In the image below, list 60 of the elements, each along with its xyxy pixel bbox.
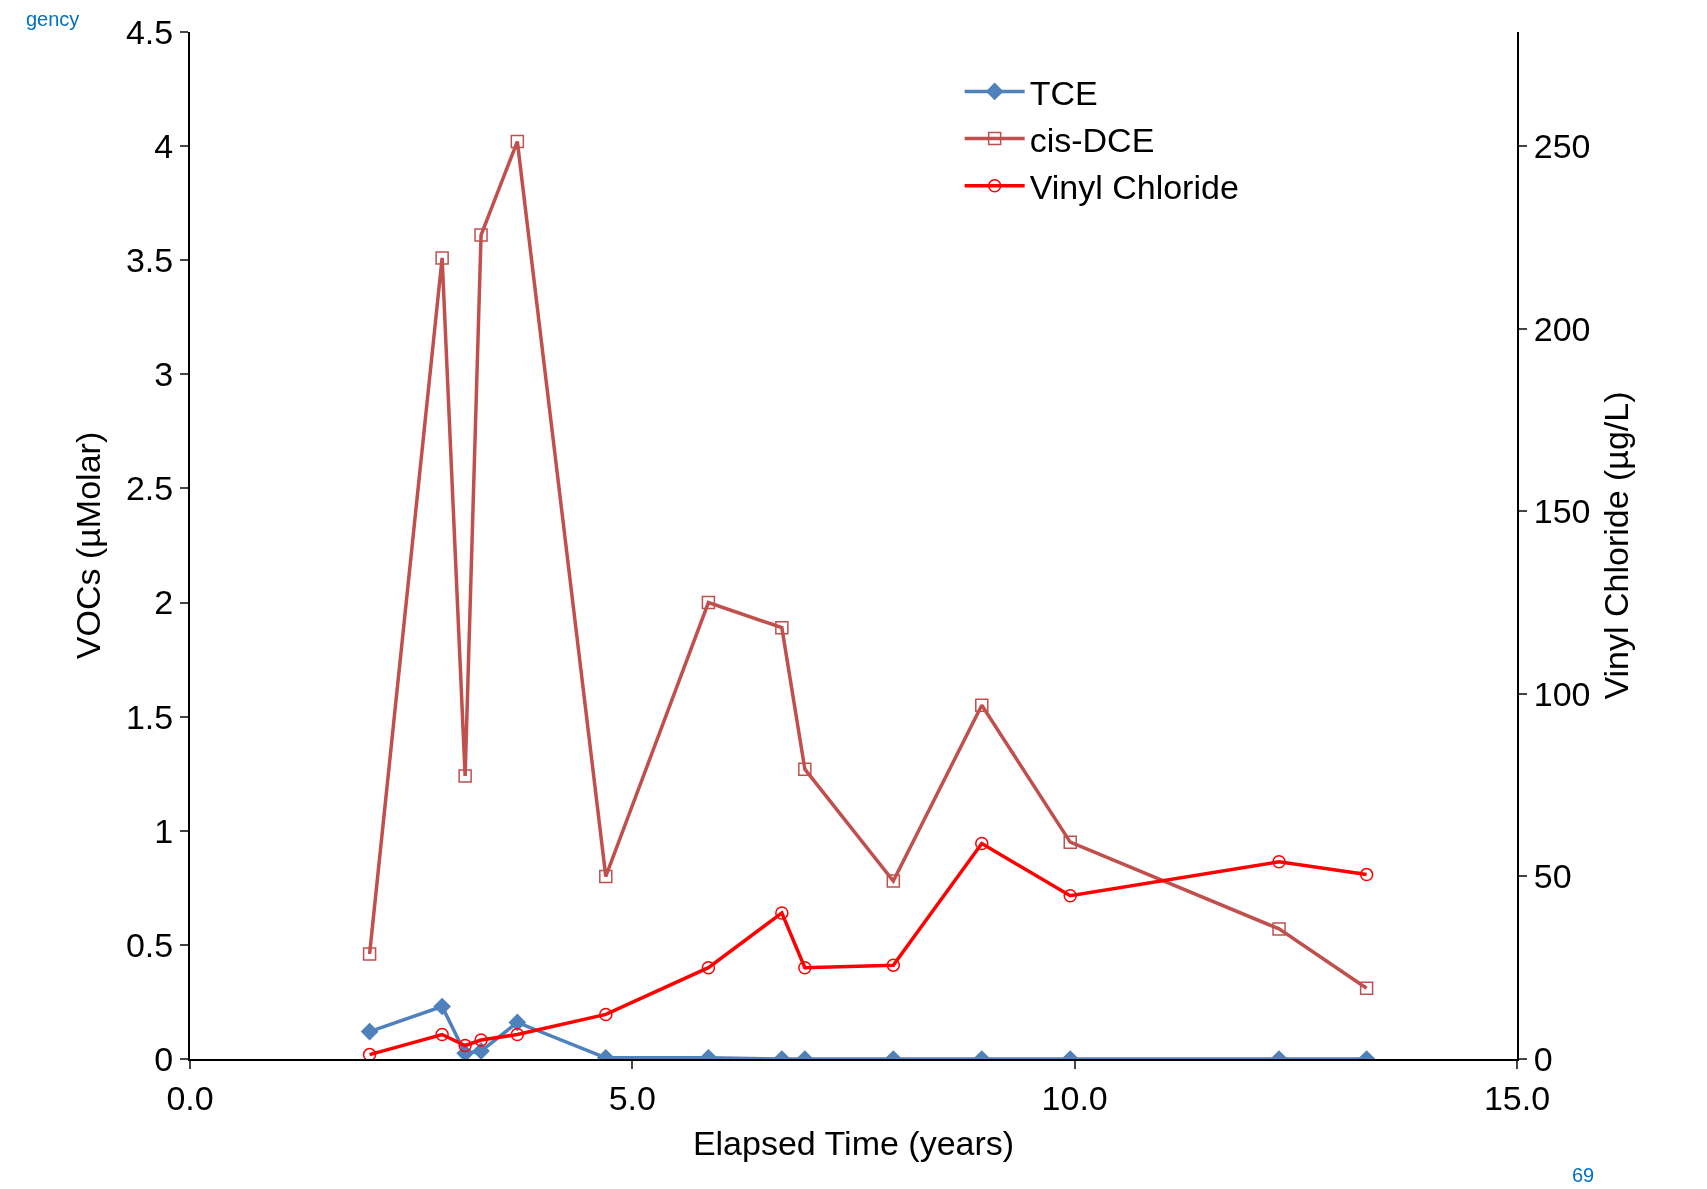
point (1272, 922, 1286, 936)
y-tick-label: 3.5 (125, 241, 174, 280)
y-tick-label: 3 (154, 355, 174, 394)
y-tick-label: 1.5 (125, 697, 174, 736)
point (510, 134, 525, 149)
point (975, 836, 989, 851)
point (701, 960, 716, 975)
legend-label: Vinyl Chloride (1029, 168, 1239, 207)
x-axis-title: Elapsed Time (years) (692, 1123, 1015, 1162)
y2-axis-title: Vinyl Chloride (µg/L) (1597, 391, 1636, 700)
y-axis-title: VOCs (µMolar) (69, 431, 108, 660)
point (975, 698, 989, 713)
point (599, 1007, 613, 1022)
point (1063, 835, 1077, 849)
point (886, 874, 901, 888)
y-tick-label: 0 (154, 1039, 174, 1078)
point (701, 595, 716, 610)
point (510, 1027, 525, 1042)
y-tick-label: 2.5 (125, 469, 174, 508)
point (1359, 867, 1374, 882)
y-tick-label: 4.5 (125, 12, 174, 51)
point (435, 251, 449, 265)
x-tick-label: 0.0 (166, 1078, 214, 1117)
point (1063, 889, 1077, 903)
point (775, 620, 789, 635)
point (798, 960, 812, 975)
y-tick-label: 0.5 (125, 925, 174, 964)
point (474, 1033, 488, 1047)
legend-label: cis-DCE (1029, 120, 1155, 159)
point (458, 1038, 472, 1053)
point (435, 1027, 449, 1042)
point (472, 1042, 490, 1059)
y2-tick-label: 250 (1533, 127, 1591, 166)
y-tick-label: 2 (154, 583, 174, 622)
point (775, 906, 789, 920)
point (458, 769, 472, 783)
point (886, 958, 901, 972)
point (362, 947, 377, 961)
y-tick-label: 4 (154, 127, 174, 166)
y2-tick-label: 200 (1533, 309, 1591, 348)
y-tick-label: 1 (154, 811, 174, 850)
point (1272, 855, 1286, 869)
point (474, 228, 488, 242)
legend-label: TCE (1029, 73, 1098, 112)
text: 69 (1572, 1164, 1595, 1186)
y2-tick-label: 0 (1533, 1039, 1553, 1078)
x-tick-label: 5.0 (608, 1078, 656, 1117)
x-tick-label: 10.0 (1041, 1078, 1108, 1117)
point (362, 1047, 377, 1059)
text: gency (26, 8, 80, 30)
point (433, 997, 451, 1016)
y2-tick-label: 50 (1533, 857, 1572, 896)
y2-tick-label: 150 (1533, 492, 1591, 531)
point (508, 1013, 526, 1032)
y2-tick-label: 100 (1533, 674, 1591, 713)
point (599, 869, 613, 884)
point (361, 1023, 379, 1041)
point (1359, 981, 1374, 995)
point (798, 762, 812, 776)
x-tick-label: 15.0 (1483, 1078, 1551, 1117)
